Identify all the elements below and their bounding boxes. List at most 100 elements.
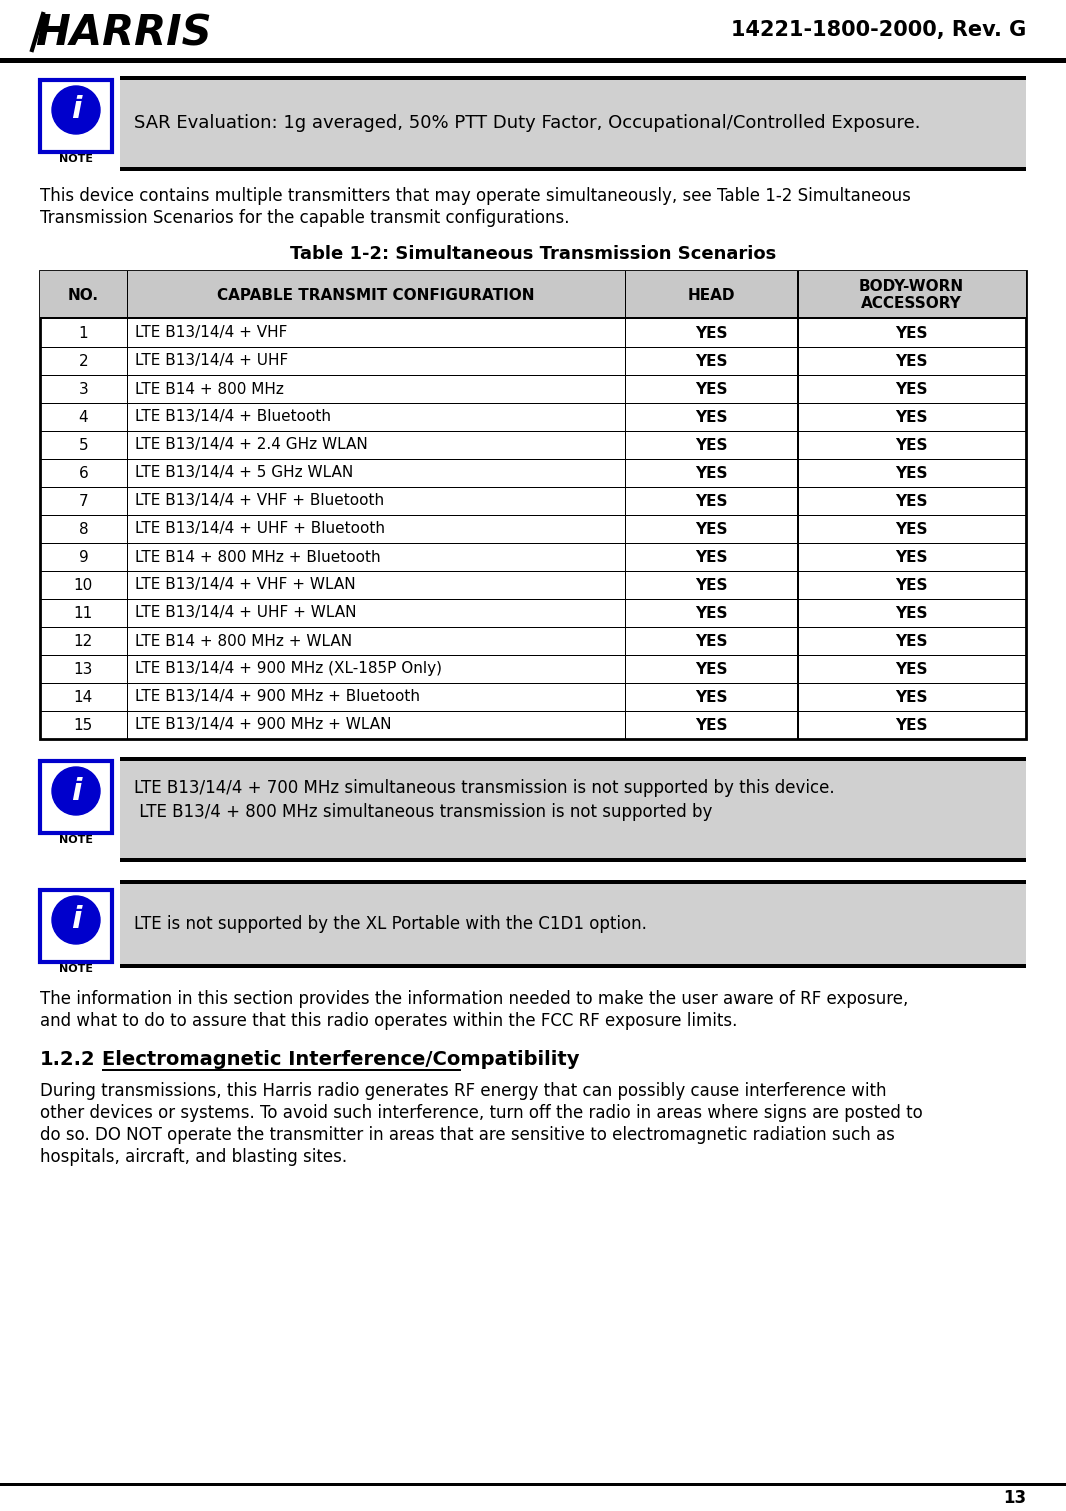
Text: LTE B14 + 800 MHz + Bluetooth: LTE B14 + 800 MHz + Bluetooth (134, 550, 381, 565)
Text: Transmission Scenarios for the capable transmit configurations.: Transmission Scenarios for the capable t… (41, 209, 569, 227)
Text: hospitals, aircraft, and blasting sites.: hospitals, aircraft, and blasting sites. (41, 1148, 348, 1166)
Text: YES: YES (895, 381, 927, 396)
Text: do so. DO NOT operate the transmitter in areas that are sensitive to electromagn: do so. DO NOT operate the transmitter in… (41, 1126, 894, 1144)
Text: The information in this section provides the information needed to make the user: The information in this section provides… (41, 990, 908, 1008)
Text: LTE B14 + 800 MHz + WLAN: LTE B14 + 800 MHz + WLAN (134, 633, 352, 648)
Text: 15: 15 (74, 718, 93, 733)
Text: i: i (70, 905, 81, 934)
Text: YES: YES (695, 438, 727, 452)
Text: 13: 13 (74, 662, 93, 677)
Text: BODY-WORN
ACCESSORY: BODY-WORN ACCESSORY (859, 280, 964, 311)
Bar (127, 270, 128, 739)
Text: YES: YES (695, 409, 727, 425)
Text: HEAD: HEAD (688, 287, 734, 302)
Bar (41, 80, 112, 153)
Text: LTE B13/4 + 800 MHz simultaneous transmission is not supported by: LTE B13/4 + 800 MHz simultaneous transmi… (134, 802, 712, 820)
Text: 2: 2 (79, 354, 88, 369)
Bar (120, 884, 1025, 964)
Bar (41, 890, 112, 963)
Text: 9: 9 (79, 550, 88, 565)
Text: YES: YES (895, 577, 927, 592)
Text: YES: YES (695, 662, 727, 677)
Circle shape (52, 896, 100, 944)
Text: SAR Evaluation: 1g averaged, 50% PTT Duty Factor, Occupational/Controlled Exposu: SAR Evaluation: 1g averaged, 50% PTT Dut… (134, 115, 921, 133)
Text: CAPABLE TRANSMIT CONFIGURATION: CAPABLE TRANSMIT CONFIGURATION (217, 287, 534, 302)
Text: YES: YES (695, 718, 727, 733)
Text: YES: YES (895, 325, 927, 340)
Text: 14: 14 (74, 689, 93, 704)
Text: 11: 11 (74, 606, 93, 621)
Text: LTE B13/14/4 + 900 MHz + Bluetooth: LTE B13/14/4 + 900 MHz + Bluetooth (134, 689, 420, 704)
Text: NOTE: NOTE (59, 836, 93, 845)
Circle shape (52, 768, 100, 814)
Text: Table 1-2: Simultaneous Transmission Scenarios: Table 1-2: Simultaneous Transmission Sce… (290, 245, 776, 263)
Text: 10: 10 (74, 577, 93, 592)
Bar (41, 270, 1025, 739)
Text: 3: 3 (79, 381, 88, 396)
Text: LTE B13/14/4 + 700 MHz simultaneous transmission is not supported by this device: LTE B13/14/4 + 700 MHz simultaneous tran… (134, 780, 835, 796)
Bar (797, 270, 798, 739)
Text: LTE B13/14/4 + VHF: LTE B13/14/4 + VHF (134, 325, 287, 340)
Text: 8: 8 (79, 521, 88, 536)
Text: YES: YES (895, 494, 927, 509)
Text: LTE B13/14/4 + Bluetooth: LTE B13/14/4 + Bluetooth (134, 409, 330, 425)
Text: YES: YES (695, 521, 727, 536)
Text: YES: YES (895, 718, 927, 733)
Text: YES: YES (695, 606, 727, 621)
Text: LTE is not supported by the XL Portable with the C1D1 option.: LTE is not supported by the XL Portable … (134, 916, 647, 932)
Text: YES: YES (695, 381, 727, 396)
Text: 1.2.2: 1.2.2 (41, 1050, 96, 1068)
Bar (41, 762, 112, 833)
Text: 4: 4 (79, 409, 88, 425)
Text: 6: 6 (79, 465, 88, 480)
Bar (41, 270, 1025, 319)
Text: i: i (70, 777, 81, 805)
Bar (120, 964, 1025, 969)
Text: LTE B13/14/4 + 900 MHz + WLAN: LTE B13/14/4 + 900 MHz + WLAN (134, 718, 391, 733)
Text: YES: YES (895, 354, 927, 369)
Text: LTE B13/14/4 + VHF + WLAN: LTE B13/14/4 + VHF + WLAN (134, 577, 355, 592)
Text: LTE B13/14/4 + VHF + Bluetooth: LTE B13/14/4 + VHF + Bluetooth (134, 494, 384, 509)
Circle shape (52, 86, 100, 134)
Text: Electromagnetic Interference/Compatibility: Electromagnetic Interference/Compatibili… (102, 1050, 580, 1068)
Text: YES: YES (695, 550, 727, 565)
Bar (120, 762, 1025, 858)
Text: LTE B13/14/4 + UHF + Bluetooth: LTE B13/14/4 + UHF + Bluetooth (134, 521, 385, 536)
Text: 5: 5 (79, 438, 88, 452)
Bar (120, 858, 1025, 861)
Bar (625, 270, 626, 739)
Bar (0, 1482, 1066, 1485)
Text: LTE B14 + 800 MHz: LTE B14 + 800 MHz (134, 381, 284, 396)
Text: YES: YES (895, 465, 927, 480)
Text: i: i (70, 95, 81, 124)
Text: YES: YES (895, 521, 927, 536)
Text: YES: YES (895, 689, 927, 704)
Text: HARRIS: HARRIS (35, 12, 212, 54)
Text: NO.: NO. (68, 287, 99, 302)
Text: YES: YES (695, 577, 727, 592)
Bar (41, 317, 1025, 319)
Text: LTE B13/14/4 + 5 GHz WLAN: LTE B13/14/4 + 5 GHz WLAN (134, 465, 353, 480)
Text: During transmissions, this Harris radio generates RF energy that can possibly ca: During transmissions, this Harris radio … (41, 1082, 887, 1100)
Text: YES: YES (895, 438, 927, 452)
Text: LTE B13/14/4 + UHF + WLAN: LTE B13/14/4 + UHF + WLAN (134, 606, 356, 621)
Text: YES: YES (895, 550, 927, 565)
Bar (120, 168, 1025, 171)
Text: YES: YES (695, 689, 727, 704)
Bar (120, 76, 1025, 80)
Text: NOTE: NOTE (59, 964, 93, 975)
Text: 14221-1800-2000, Rev. G: 14221-1800-2000, Rev. G (731, 20, 1025, 39)
Text: other devices or systems. To avoid such interference, turn off the radio in area: other devices or systems. To avoid such … (41, 1105, 923, 1123)
Text: YES: YES (695, 354, 727, 369)
Text: 13: 13 (1003, 1488, 1025, 1506)
Text: YES: YES (895, 662, 927, 677)
Text: YES: YES (895, 633, 927, 648)
Text: 12: 12 (74, 633, 93, 648)
Text: YES: YES (895, 606, 927, 621)
Bar (0, 57, 1066, 63)
Bar (120, 757, 1025, 762)
Text: 7: 7 (79, 494, 88, 509)
Text: LTE B13/14/4 + UHF: LTE B13/14/4 + UHF (134, 354, 288, 369)
Text: YES: YES (695, 494, 727, 509)
Text: YES: YES (895, 409, 927, 425)
